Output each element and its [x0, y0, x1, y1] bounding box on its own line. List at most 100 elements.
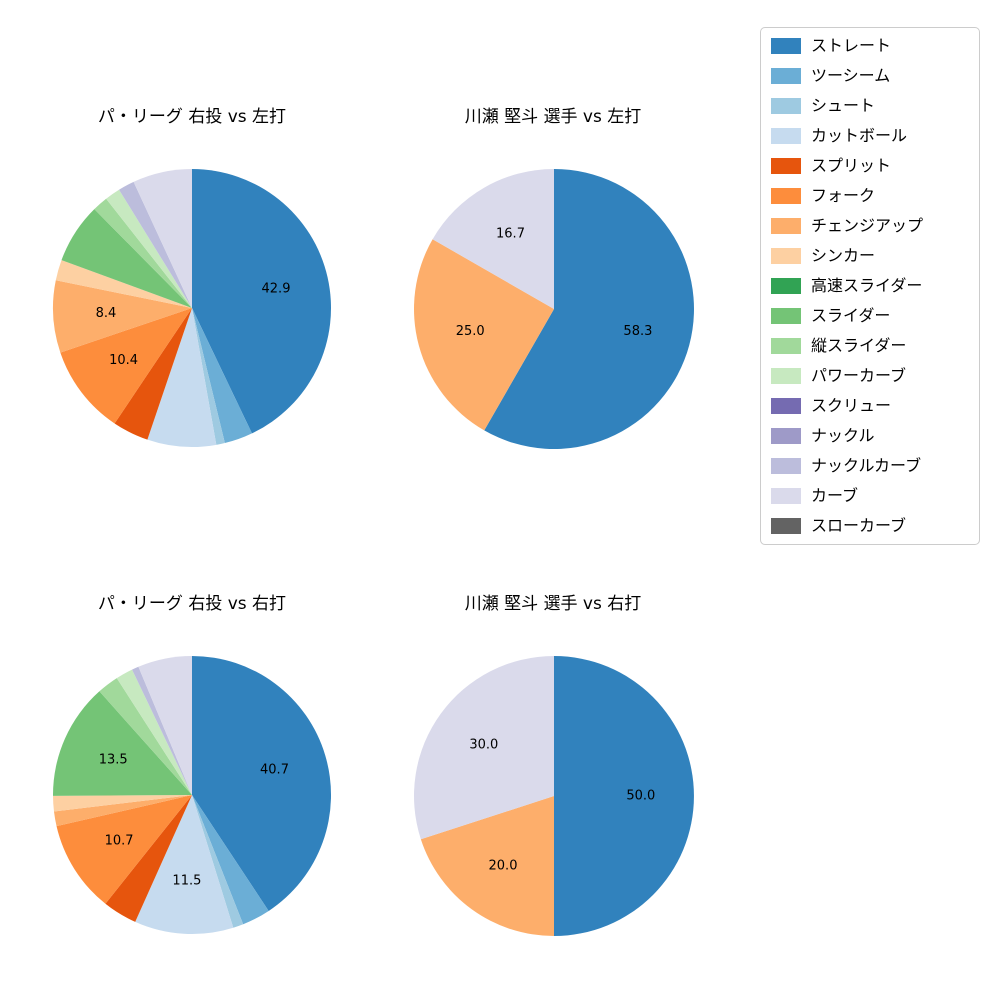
- legend-swatch-icon: [771, 488, 801, 504]
- legend-swatch-icon: [771, 398, 801, 414]
- legend-item: ナックル: [771, 428, 967, 444]
- legend-swatch-icon: [771, 38, 801, 54]
- slice-label: 16.7: [496, 226, 525, 241]
- pie-slice: [413, 656, 554, 840]
- pie-slice: [192, 308, 225, 445]
- legend-item: チェンジアップ: [771, 218, 967, 234]
- legend-item: スライダー: [771, 308, 967, 324]
- legend-swatch-icon: [771, 368, 801, 384]
- legend-item: ナックルカーブ: [771, 458, 967, 474]
- pie-slice: [116, 669, 192, 795]
- legend-label: カットボール: [811, 126, 908, 145]
- legend-item: フォーク: [771, 188, 967, 204]
- legend-label: チェンジアップ: [811, 216, 924, 235]
- pie-slice: [133, 169, 192, 308]
- legend-label: スライダー: [811, 306, 891, 325]
- chart-title-pa-right-vs-right: パ・リーグ 右投 vs 右打: [97, 594, 287, 614]
- pie-slice: [53, 795, 192, 812]
- legend-item: カーブ: [771, 488, 967, 504]
- chart-title-kawase-vs-right: 川瀬 堅斗 選手 vs 右打: [464, 594, 642, 614]
- slice-label: 40.7: [260, 763, 289, 778]
- legend-item: スローカーブ: [771, 518, 967, 534]
- legend-label: ナックル: [811, 426, 875, 445]
- legend-swatch-icon: [771, 248, 801, 264]
- pie-slice: [147, 308, 217, 447]
- legend-swatch-icon: [771, 428, 801, 444]
- pie-slice: [55, 260, 192, 308]
- pie-slice: [192, 169, 332, 434]
- legend-swatch-icon: [771, 278, 801, 294]
- legend-swatch-icon: [771, 308, 801, 324]
- pie-slice: [105, 795, 192, 922]
- slice-label: 25.0: [456, 324, 485, 339]
- pie-slice: [192, 308, 252, 444]
- slice-label: 30.0: [469, 738, 498, 753]
- pie-slice: [413, 239, 554, 431]
- pie-slice: [99, 678, 192, 795]
- pie-slice: [56, 795, 192, 904]
- pie-slice: [53, 795, 192, 827]
- pie-slice: [138, 656, 192, 795]
- legend-label: パワーカーブ: [811, 366, 907, 385]
- legend-label: スローカーブ: [811, 516, 907, 535]
- pie-slice: [114, 308, 192, 440]
- legend-item: シンカー: [771, 248, 967, 264]
- legend-swatch-icon: [771, 218, 801, 234]
- pie-slice: [119, 181, 192, 308]
- pie-slice: [135, 795, 234, 935]
- legend-label: フォーク: [811, 186, 876, 205]
- legend-label: ツーシーム: [811, 66, 891, 85]
- pie-slice: [106, 189, 192, 308]
- legend-item: ツーシーム: [771, 68, 967, 84]
- pie-slice: [420, 796, 554, 936]
- slice-label: 10.7: [105, 833, 134, 848]
- legend-swatch-icon: [771, 98, 801, 114]
- legend-item: 高速スライダー: [771, 278, 967, 294]
- pie-slice: [432, 169, 554, 309]
- slice-label: 42.9: [262, 281, 291, 296]
- pie-slice: [52, 691, 193, 796]
- pie-chart-kawase-vs-left: 58.3 25.0 16.7: [413, 169, 694, 449]
- legend-swatch-icon: [771, 68, 801, 84]
- legend-label: 高速スライダー: [811, 276, 923, 295]
- slice-label: 10.4: [109, 353, 138, 368]
- legend-label: スプリット: [811, 156, 892, 175]
- pie-slice: [132, 666, 192, 795]
- legend-label: カーブ: [811, 486, 859, 505]
- slice-label: 8.4: [96, 306, 117, 321]
- legend-swatch-icon: [771, 188, 801, 204]
- legend-swatch-icon: [771, 158, 801, 174]
- legend-swatch-icon: [771, 458, 801, 474]
- legend-swatch-icon: [771, 338, 801, 354]
- pie-slice: [94, 198, 192, 308]
- pie-slice: [554, 656, 694, 936]
- slice-label: 11.5: [172, 874, 201, 889]
- legend-item: シュート: [771, 98, 967, 114]
- pie-slice: [60, 308, 192, 424]
- pie-slice: [52, 280, 193, 353]
- pie-slice: [192, 656, 332, 911]
- legend-swatch-icon: [771, 518, 801, 534]
- legend-label: ストレート: [811, 36, 892, 55]
- legend-item: ストレート: [771, 38, 967, 54]
- pie-chart-pa-right-vs-right: 40.7 11.5 10.7 13.5: [52, 656, 332, 935]
- pie-slice: [484, 169, 694, 449]
- legend-label: スクリュー: [811, 396, 892, 415]
- slice-label: 58.3: [623, 324, 652, 339]
- legend-item: スクリュー: [771, 398, 967, 414]
- legend-item: スプリット: [771, 158, 967, 174]
- pie-chart-kawase-vs-right: 50.0 20.0 30.0: [413, 656, 694, 936]
- slice-label: 13.5: [99, 753, 128, 768]
- pie-slice: [61, 209, 192, 308]
- chart-title-pa-right-vs-left: パ・リーグ 右投 vs 左打: [97, 107, 287, 127]
- pie-slice: [192, 795, 244, 928]
- legend-item: 縦スライダー: [771, 338, 967, 354]
- legend-swatch-icon: [771, 128, 801, 144]
- legend-label: シュート: [811, 96, 876, 115]
- slice-label: 20.0: [489, 859, 518, 874]
- legend-label: 縦スライダー: [811, 336, 907, 355]
- pie-slice: [192, 795, 269, 925]
- legend-item: カットボール: [771, 128, 967, 144]
- legend-label: シンカー: [811, 246, 876, 265]
- slice-label: 50.0: [626, 789, 655, 804]
